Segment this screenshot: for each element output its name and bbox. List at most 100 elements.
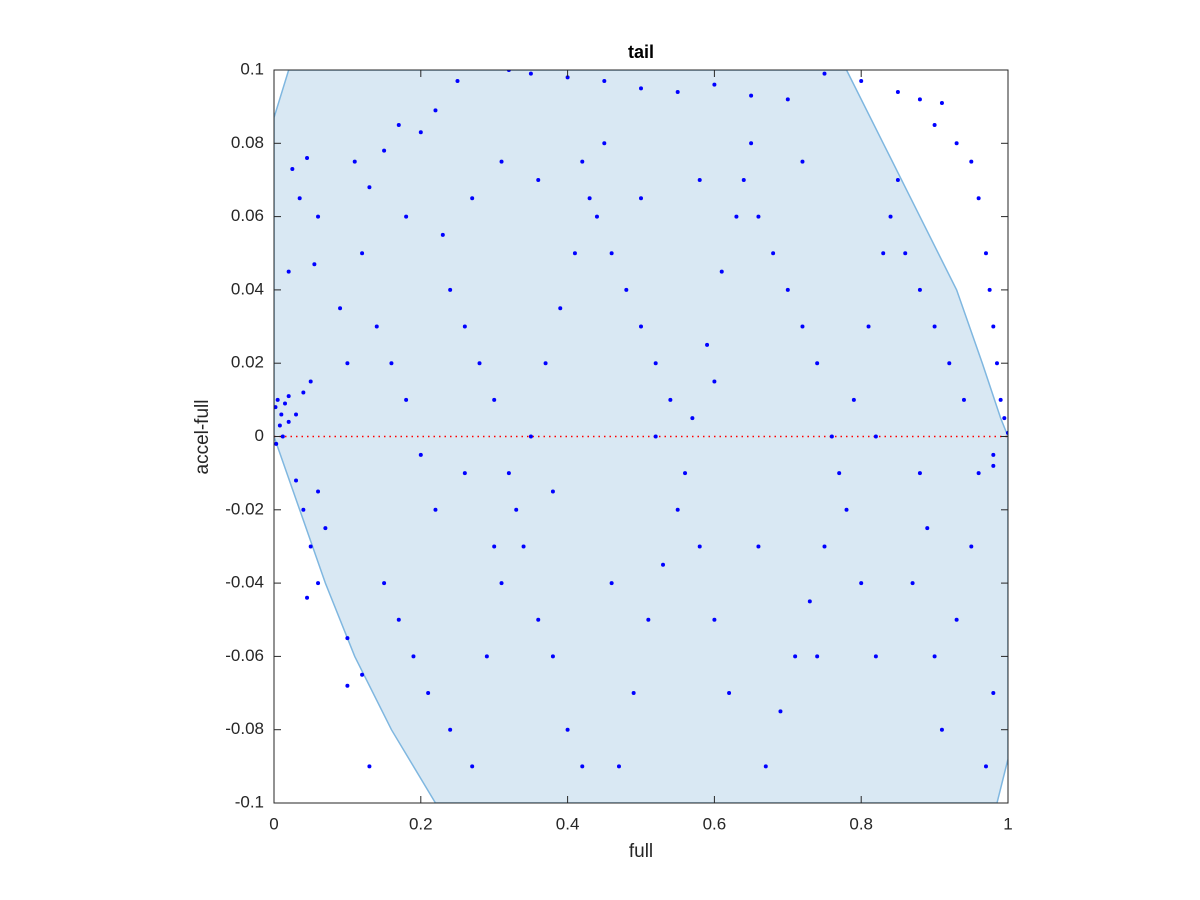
scatter-point <box>807 599 812 604</box>
x-axis-label: full <box>629 841 653 862</box>
scatter-point <box>888 214 893 219</box>
scatter-point <box>697 544 702 549</box>
scatter-point <box>668 397 673 402</box>
scatter-point <box>712 617 717 622</box>
scatter-point <box>991 463 996 468</box>
scatter-point <box>925 526 930 531</box>
scatter-point <box>954 141 959 146</box>
scatter-point <box>492 544 497 549</box>
scatter-point <box>565 75 570 80</box>
scatter-point <box>382 581 387 586</box>
scatter-point <box>991 324 996 329</box>
scatter-point <box>550 654 555 659</box>
scatter-point <box>661 562 666 567</box>
scatter-point <box>580 159 585 164</box>
scatter-point <box>873 434 878 439</box>
scatter-point <box>418 452 423 457</box>
scatter-point <box>697 177 702 182</box>
scatter-point <box>961 397 966 402</box>
scatter-point <box>301 390 306 395</box>
scatter-point <box>448 727 453 732</box>
scatter-point <box>785 97 790 102</box>
y-tick-label: 0.1 <box>240 59 264 78</box>
scatter-point <box>587 196 592 201</box>
scatter-point <box>426 691 431 696</box>
scatter-point <box>837 471 842 476</box>
scatter-point <box>822 544 827 549</box>
scatter-point <box>396 122 401 127</box>
scatter-point <box>543 361 548 366</box>
scatter-point <box>301 507 306 512</box>
scatter-point <box>345 636 350 641</box>
scatter-point <box>565 727 570 732</box>
y-tick-label: -0.02 <box>225 499 264 518</box>
scatter-point <box>976 196 981 201</box>
scatter-point <box>275 397 280 402</box>
scatter-point <box>712 379 717 384</box>
scatter-point <box>338 306 343 311</box>
scatter-point <box>969 159 974 164</box>
scatter-point <box>998 397 1003 402</box>
scatter-point <box>954 617 959 622</box>
scatter-point <box>829 434 834 439</box>
scatter-point <box>462 471 467 476</box>
scatter-point <box>800 159 805 164</box>
scatter-point <box>991 452 996 457</box>
y-tick-label: -0.04 <box>225 573 264 592</box>
x-tick-label: 0.4 <box>556 814 580 833</box>
scatter-point <box>639 86 643 91</box>
scatter-point <box>653 434 658 439</box>
scatter-point <box>277 423 282 428</box>
scatter-point <box>917 97 922 102</box>
scatter-point <box>558 306 563 311</box>
scatter-point <box>624 287 629 292</box>
scatter-point <box>987 287 992 292</box>
scatter-point <box>283 401 288 406</box>
scatter-point <box>976 471 981 476</box>
scatter-point <box>690 416 695 421</box>
scatter-point <box>939 727 944 732</box>
axes-box <box>273 69 1009 804</box>
scatter-point <box>286 269 291 274</box>
scatter-point <box>470 764 475 769</box>
scatter-point <box>609 581 614 586</box>
scatter-point <box>903 251 908 256</box>
scatter-point <box>305 155 310 160</box>
scatter-point <box>756 544 761 549</box>
scatter-point <box>345 683 350 688</box>
scatter-point <box>675 507 680 512</box>
y-tick-label: 0.04 <box>231 279 264 298</box>
scatter-point <box>550 489 555 494</box>
scatter-point <box>528 71 533 76</box>
scatter-point <box>462 324 467 329</box>
scatter-point <box>316 489 321 494</box>
y-tick-label: -0.08 <box>225 719 264 738</box>
plot-layer <box>274 70 1008 803</box>
scatter-point <box>844 507 849 512</box>
scatter-point <box>639 324 643 329</box>
scatter-point <box>580 764 585 769</box>
scatter-point <box>983 764 988 769</box>
scatter-point <box>433 108 438 113</box>
scatter-point <box>895 177 900 182</box>
scatter-point <box>323 526 328 531</box>
scatter-point <box>352 159 357 164</box>
scatter-point <box>274 441 279 446</box>
scatter-point <box>316 214 321 219</box>
scatter-point <box>297 196 302 201</box>
scatter-point <box>947 361 952 366</box>
scatter-point <box>1002 416 1007 421</box>
scatter-point <box>822 71 827 76</box>
scatter-point <box>991 691 996 696</box>
scatter-point <box>785 287 790 292</box>
scatter-point <box>631 691 636 696</box>
y-tick-label: -0.1 <box>235 792 264 811</box>
scatter-point <box>396 617 401 622</box>
y-tick-label: 0.06 <box>231 206 264 225</box>
scatter-point <box>367 185 372 190</box>
scatter-point <box>514 507 519 512</box>
scatter-point <box>389 361 394 366</box>
scatter-point <box>815 654 820 659</box>
